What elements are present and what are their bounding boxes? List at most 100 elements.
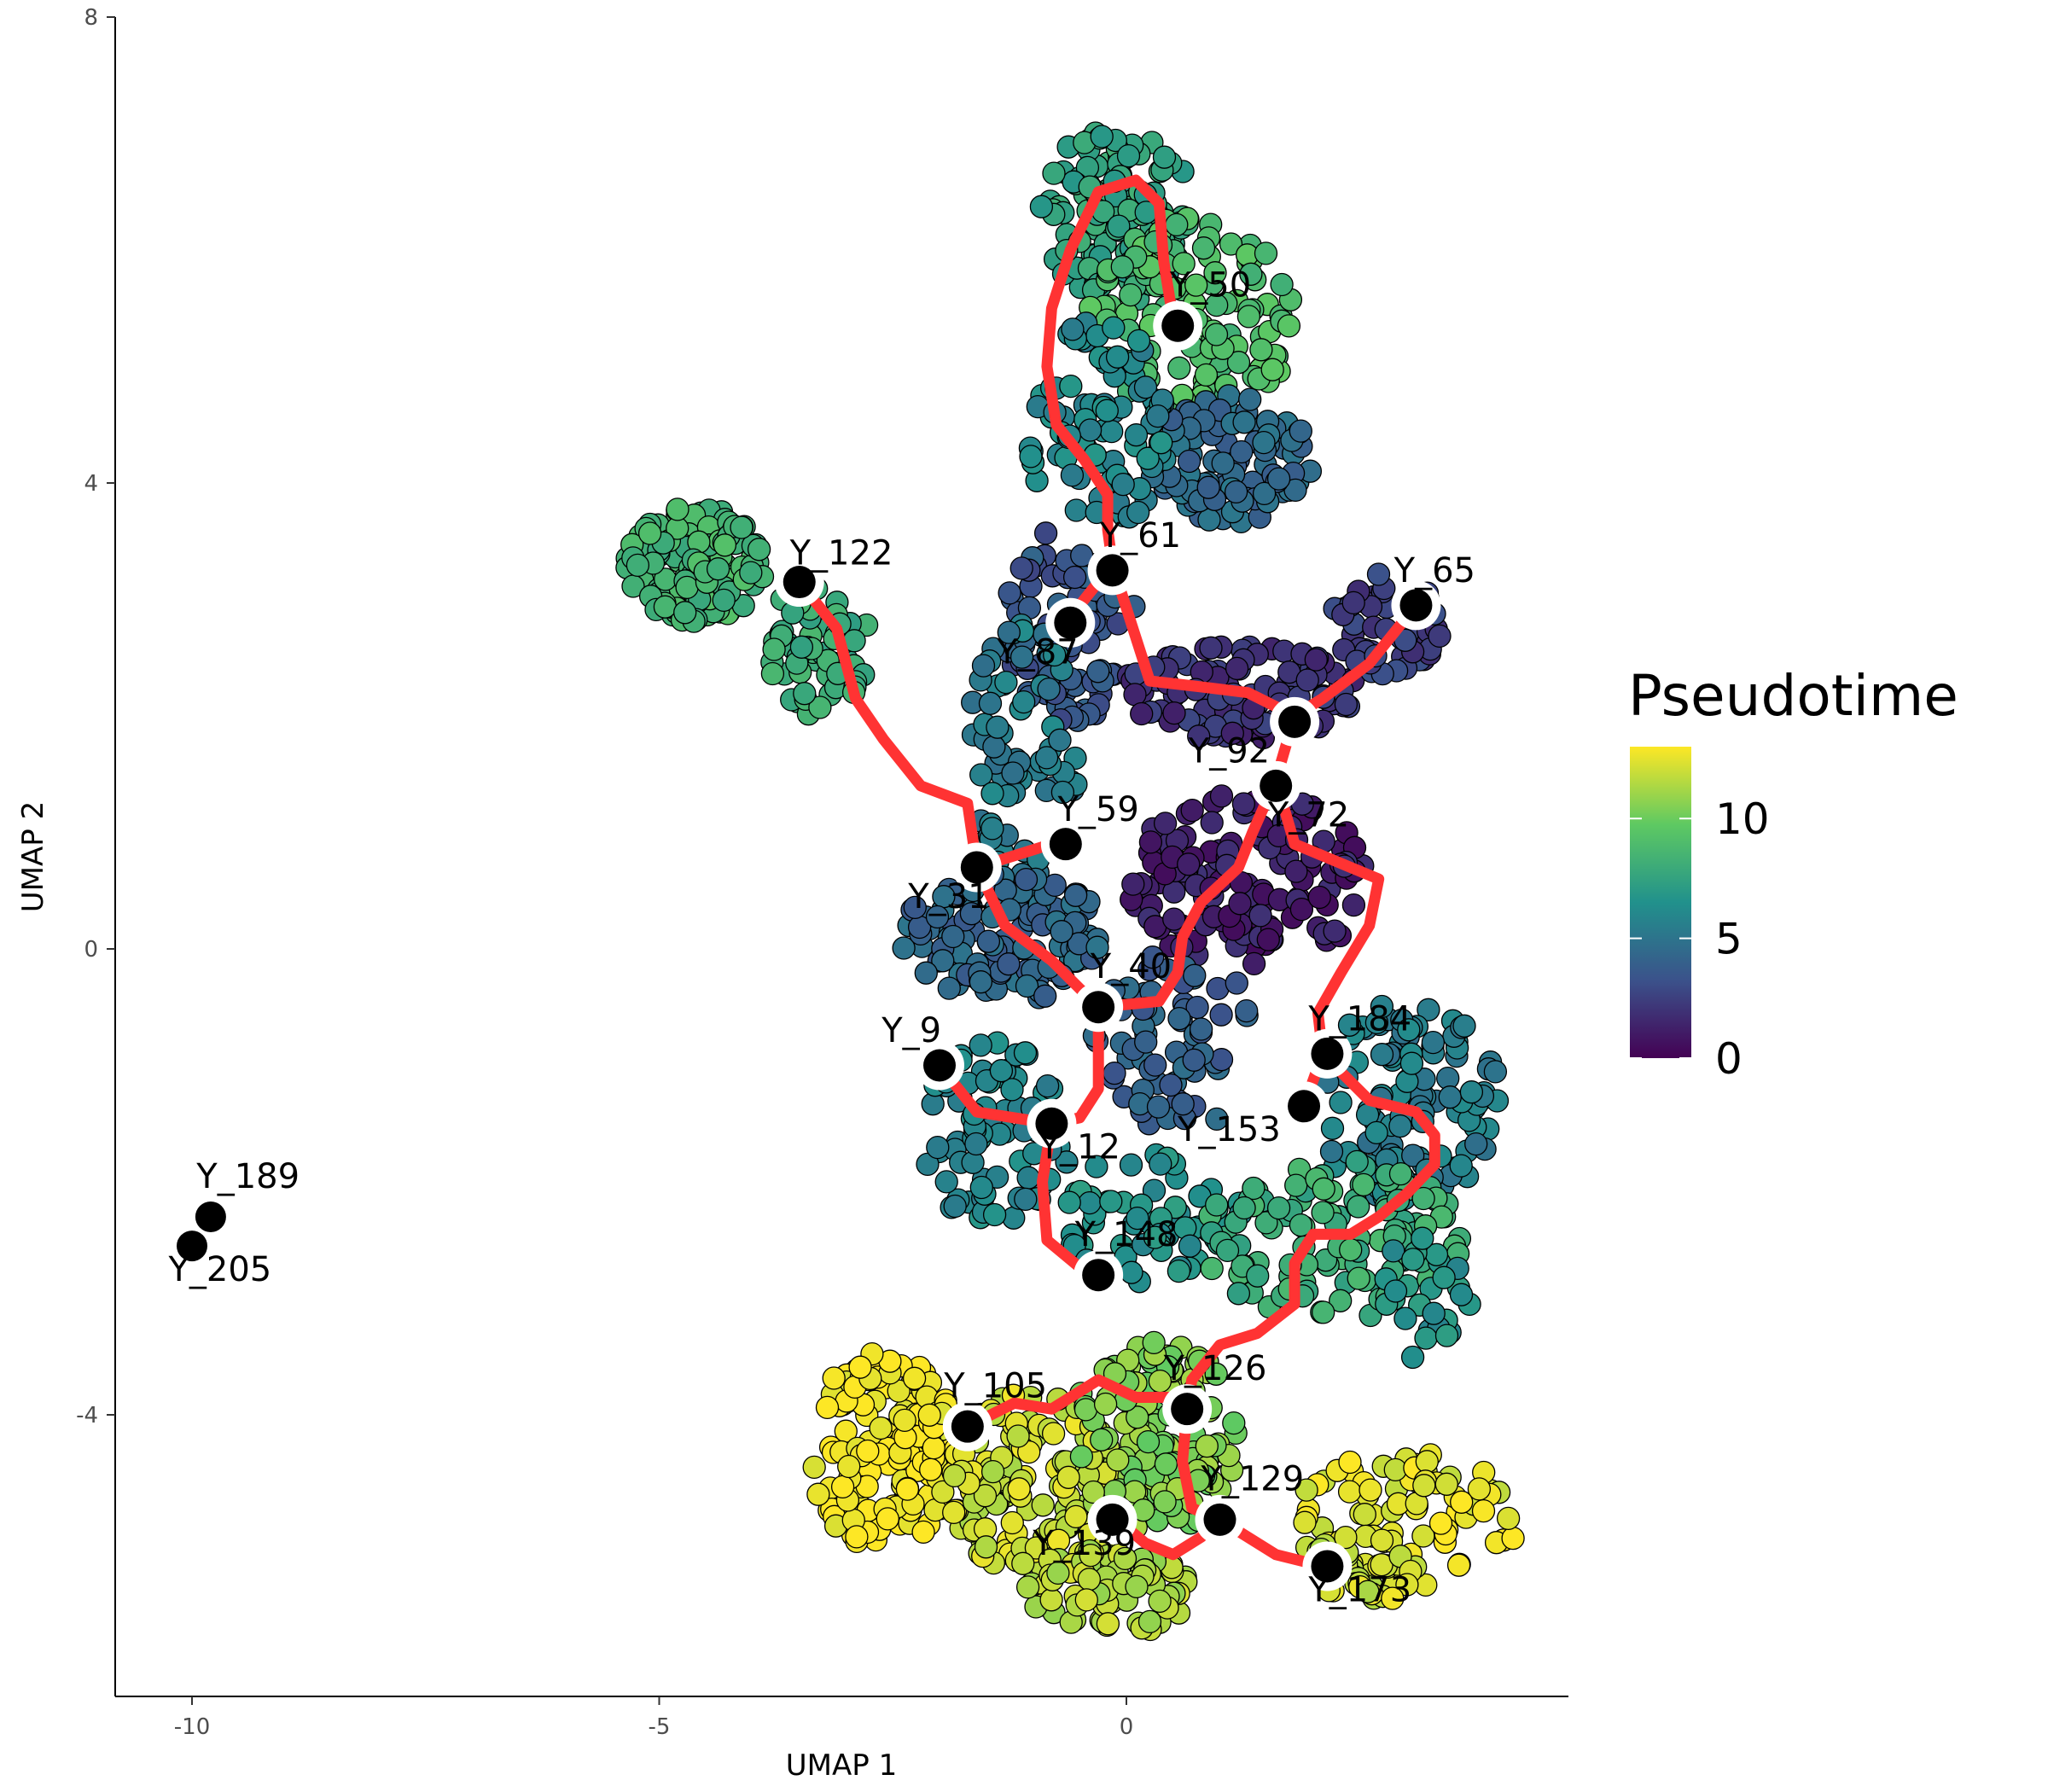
cell-point [1411, 1226, 1434, 1250]
cell-point [1100, 419, 1124, 444]
cell-point [1019, 445, 1043, 468]
cell-point [1496, 1506, 1521, 1531]
cell-point [1252, 430, 1276, 455]
cell-point [1320, 1116, 1345, 1140]
legend-ticks: 0 5 10 [1630, 794, 1770, 1084]
node-label: Y_129 [1200, 1460, 1304, 1499]
trajectory-segment [1092, 774, 1282, 1013]
cell-point [925, 905, 950, 929]
cell-point [1277, 314, 1301, 338]
cell-point [997, 952, 1021, 976]
cell-point [982, 735, 1006, 759]
cell-point [1428, 624, 1452, 649]
cell-point [934, 1170, 958, 1194]
cell-point [971, 654, 996, 678]
cell-point [1209, 784, 1234, 808]
cell-point [964, 1132, 988, 1156]
cell-point [1149, 1152, 1172, 1176]
node-label: Y_61 [1099, 516, 1181, 556]
cell-point [969, 1175, 993, 1200]
cell-point [1471, 1498, 1496, 1523]
trajectory-node [1311, 1037, 1344, 1070]
cell-point [1284, 1173, 1308, 1197]
cell-point [1105, 345, 1130, 369]
cell-point [1152, 145, 1177, 169]
cell-point [1033, 521, 1058, 545]
trajectory-node [1161, 309, 1195, 342]
cell-point [1370, 994, 1394, 1019]
cell-point [1242, 951, 1266, 976]
cell-point [1074, 1588, 1098, 1612]
node-label: Y_189 [195, 1157, 300, 1196]
cell-point [986, 715, 1009, 739]
cell-point [1334, 692, 1359, 717]
cell-point [980, 817, 1004, 841]
legend-title: Pseudotime [1628, 663, 1958, 729]
cell-point [1204, 1362, 1228, 1386]
cell-point [1037, 677, 1061, 701]
cell-point [969, 763, 993, 787]
cell-point [653, 595, 678, 619]
trajectory-node [923, 1049, 956, 1082]
cell-point [869, 1416, 893, 1440]
cell-point [1199, 636, 1223, 660]
trajectory-node [1260, 769, 1293, 802]
trajectory-node [1288, 1090, 1321, 1123]
cell-point [1178, 1234, 1202, 1258]
cell-point [713, 533, 737, 557]
cell-point [1434, 1324, 1459, 1347]
cell-point [1393, 1306, 1417, 1330]
cell-point [1356, 1580, 1380, 1603]
cell-point [1366, 562, 1391, 586]
cell-point [1154, 1452, 1178, 1476]
cell-point [1200, 811, 1224, 835]
cell-point [931, 1480, 955, 1504]
cell-point [919, 1457, 943, 1481]
cell-point [1189, 1017, 1213, 1041]
cell-point [1399, 1051, 1424, 1075]
trajectory-node [1082, 1259, 1115, 1292]
trajectory-node [195, 1201, 226, 1232]
trajectory-node [783, 566, 816, 599]
cell-point [1421, 1030, 1446, 1055]
cell-point [1307, 885, 1331, 910]
trajectory-segment [1270, 774, 1385, 1060]
cell-point [1126, 1405, 1149, 1429]
cell-point [941, 924, 965, 949]
cell-point [1196, 475, 1220, 499]
cell-point [1172, 252, 1196, 276]
cell-point [1239, 262, 1263, 286]
cell-point [1467, 1477, 1492, 1501]
cell-point [1204, 323, 1229, 346]
cell-point [1242, 1176, 1265, 1201]
trajectory-segment [794, 576, 983, 873]
cell-point [1180, 798, 1204, 823]
cell-point [1099, 1190, 1123, 1213]
cell-point [1370, 1043, 1394, 1067]
cell-point [1449, 1283, 1474, 1306]
cell-point [942, 1500, 966, 1525]
cell-point [1411, 1186, 1435, 1211]
cell-point [895, 1477, 920, 1501]
cell-point [1228, 892, 1252, 916]
cell-point [1035, 1073, 1060, 1098]
cell-point [625, 553, 650, 578]
cell-point [673, 601, 697, 625]
cell-point [1012, 689, 1036, 714]
node-label: Y_31 [907, 877, 989, 916]
cell-point [1110, 255, 1134, 279]
cell-point [808, 695, 832, 719]
cell-point [1353, 1503, 1376, 1527]
cell-point [1415, 1450, 1439, 1474]
cell-point [911, 1520, 935, 1545]
cell-point [1388, 1114, 1412, 1138]
trajectory-node [1278, 705, 1312, 738]
cell-point [1238, 387, 1262, 411]
node-label: Y_9 [881, 1011, 941, 1050]
cell-point [1230, 439, 1254, 464]
node-label: Y_139 [1032, 1524, 1136, 1563]
cell-point [1069, 1445, 1094, 1469]
cell-point [1311, 1201, 1335, 1225]
cell-point [1417, 998, 1440, 1021]
